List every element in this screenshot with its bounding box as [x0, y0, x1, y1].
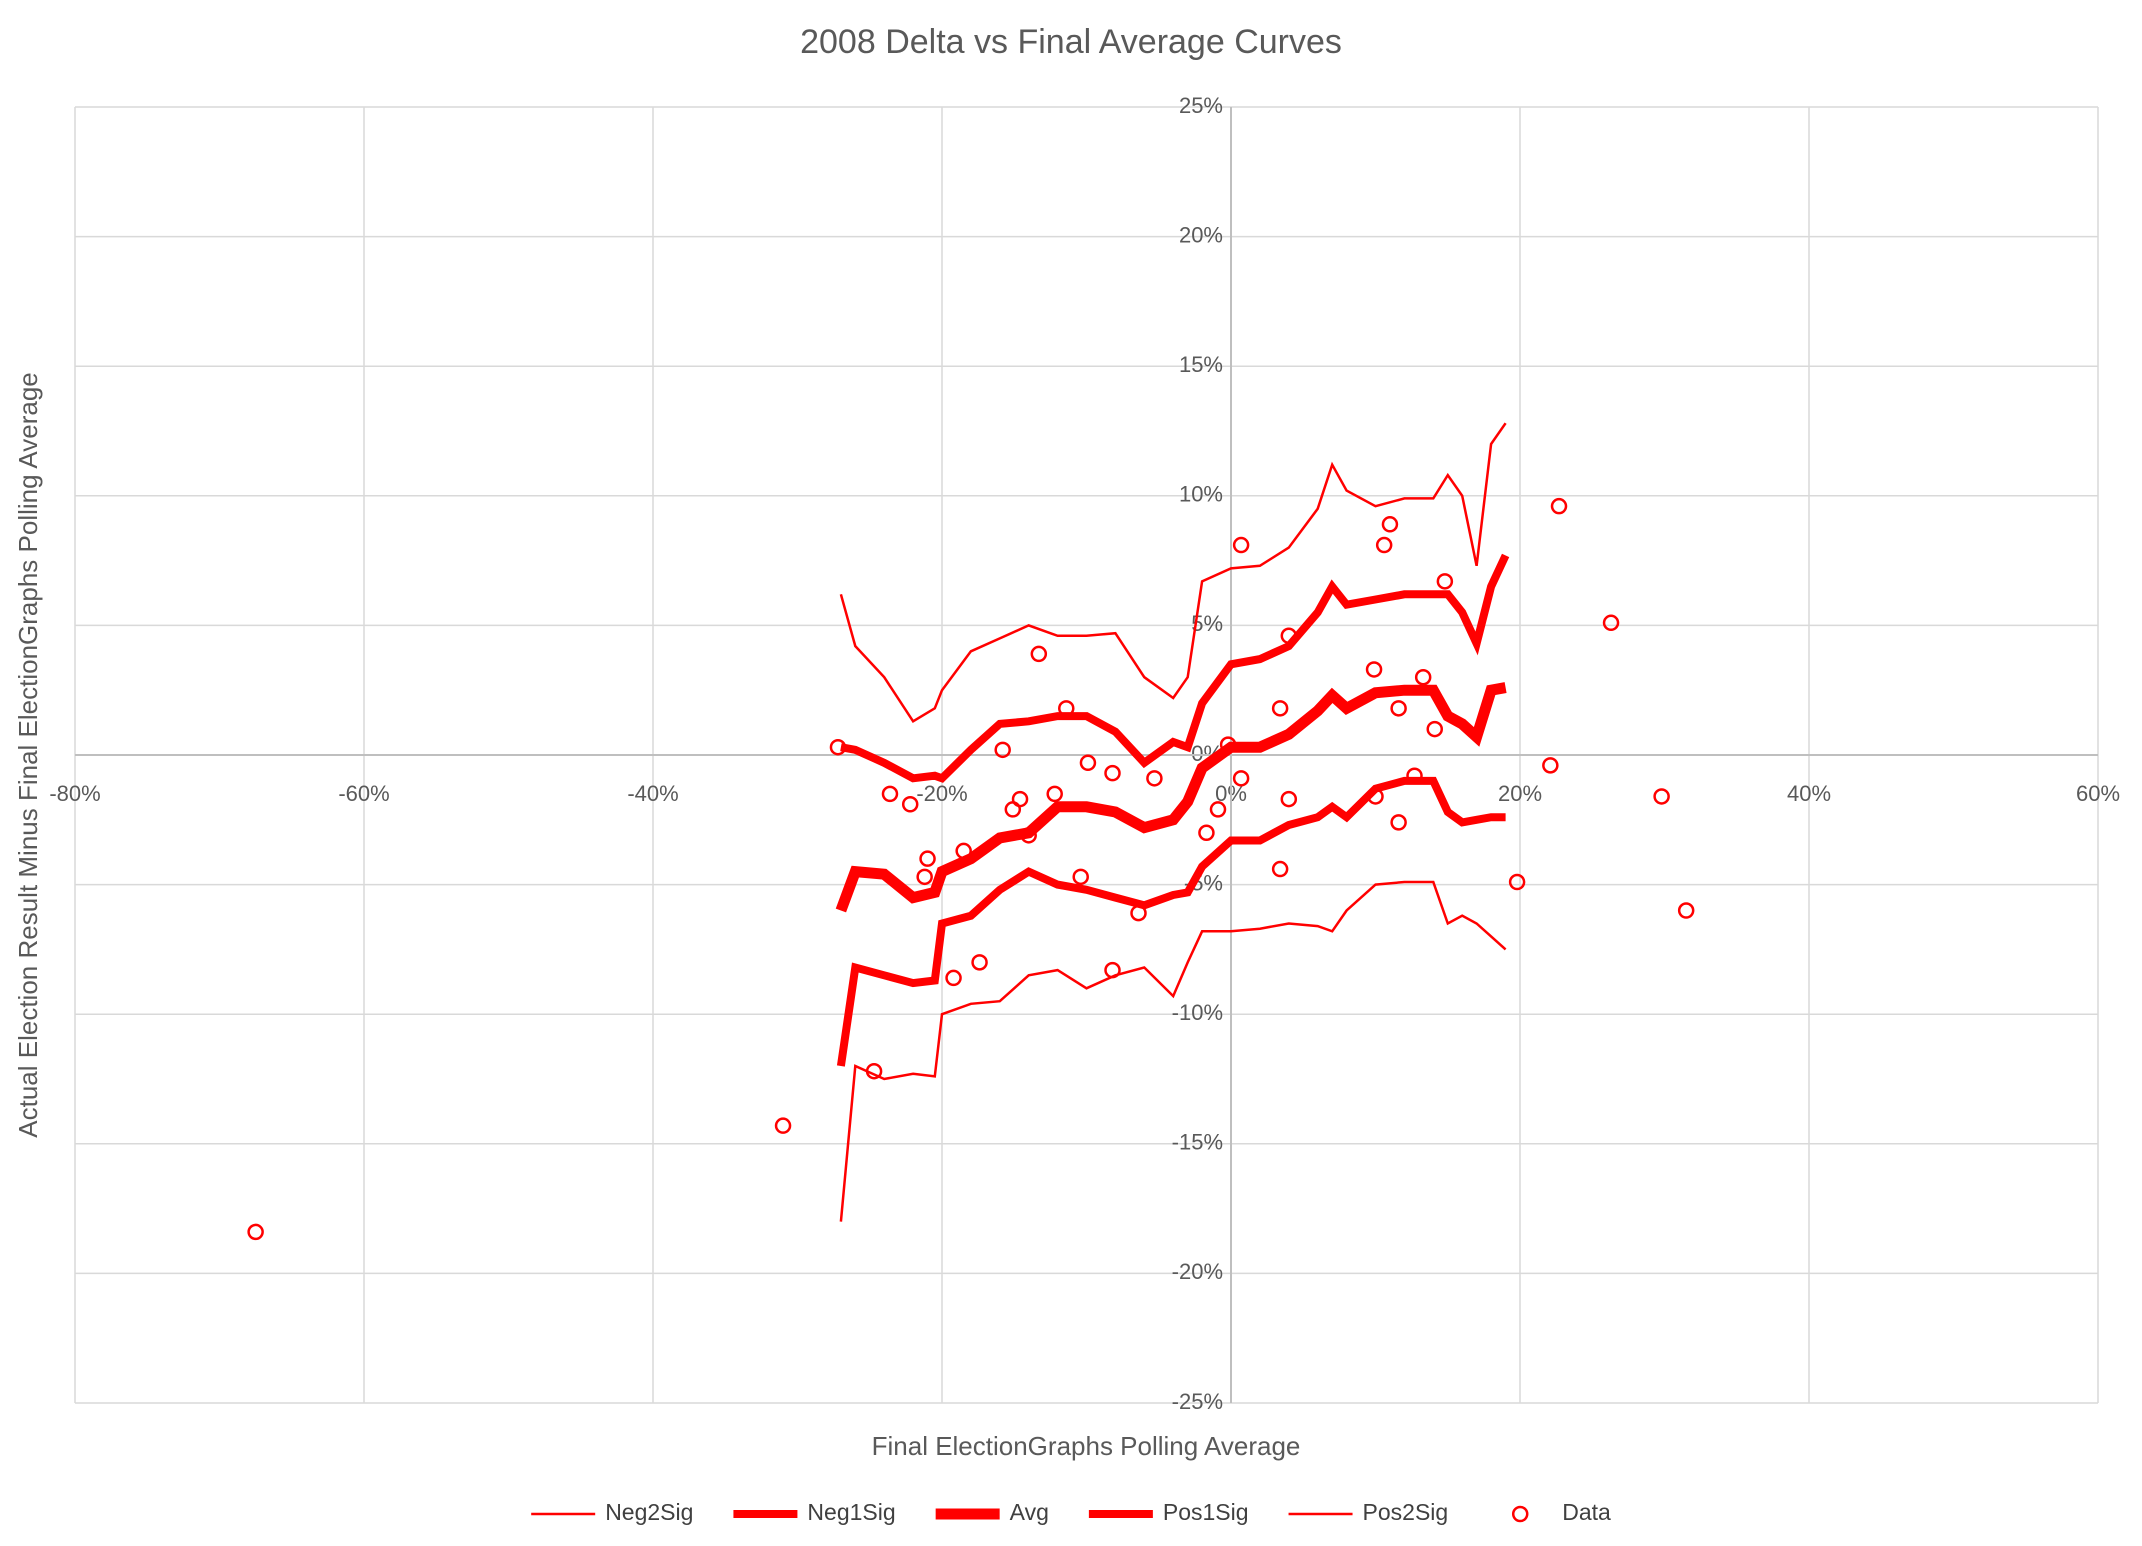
data-point [1209, 801, 1227, 818]
data-point [1232, 536, 1250, 554]
legend-label: Neg2Sig [605, 1499, 693, 1525]
data-point [247, 1223, 264, 1241]
data-point [994, 741, 1011, 759]
data-point [1072, 868, 1089, 886]
series-line [840, 553, 1510, 783]
series-line [836, 776, 1506, 1067]
x-tick-label: 60% [2076, 781, 2120, 806]
data-point [1406, 767, 1423, 784]
y-tick-label: 25% [1179, 93, 1223, 118]
data-point [901, 795, 919, 813]
legend-item: Data [1511, 1499, 1611, 1525]
data-point [1677, 902, 1695, 919]
data-point [1365, 661, 1383, 678]
data-point [1426, 720, 1443, 738]
data-point [1219, 736, 1237, 753]
x-tick-label: -60% [338, 781, 389, 806]
data-point [1390, 700, 1407, 717]
y-tick-label: -20% [1172, 1259, 1223, 1284]
data-point [1232, 770, 1250, 787]
y-tick-label: 15% [1179, 352, 1223, 377]
x-tick-label: 40% [1787, 781, 1831, 806]
data-point [1020, 827, 1037, 844]
legend-item: Neg2Sig [531, 1499, 693, 1525]
data-point [865, 1062, 883, 1080]
data-point [955, 842, 972, 860]
legend-item: Pos2Sig [1288, 1499, 1449, 1525]
data-point [829, 738, 847, 756]
data-point [1367, 788, 1384, 805]
data-point [1104, 764, 1121, 782]
data-point [1079, 754, 1097, 772]
data-point [1653, 788, 1670, 805]
data-point [774, 1117, 792, 1134]
data-point [1271, 700, 1289, 717]
legend-label: Avg [1010, 1499, 1049, 1525]
series-line [839, 880, 1507, 1222]
data-point [1271, 860, 1289, 878]
legend-label: Neg1Sig [807, 1499, 895, 1525]
legend-swatch [1511, 1505, 1529, 1523]
data-point [1011, 790, 1029, 808]
data-point [1375, 536, 1393, 554]
series-line [839, 422, 1507, 723]
data-point [1542, 757, 1559, 774]
legend: Neg2Sig Neg1Sig Avg Pos1Sig Pos2Sig Data [531, 1499, 1611, 1525]
data-point [1390, 814, 1407, 831]
y-tick-label: -15% [1172, 1130, 1223, 1155]
data-point [1046, 785, 1063, 803]
y-axis-title: Actual Election Result Minus Final Elect… [13, 372, 43, 1137]
data-point [1508, 873, 1526, 891]
data-point [1198, 824, 1215, 842]
x-tick-label: -80% [49, 781, 100, 806]
legend-label: Pos2Sig [1363, 1499, 1449, 1525]
legend-item: Pos1Sig [1088, 1499, 1249, 1525]
data-point [1414, 668, 1432, 686]
legend-label: Data [1562, 1499, 1611, 1525]
data-point [1030, 645, 1048, 663]
x-axis-title: Final ElectionGraphs Polling Average [872, 1431, 1301, 1461]
data-point [1280, 790, 1298, 808]
data-point [916, 868, 933, 886]
data-point [881, 785, 899, 803]
data-point [1280, 627, 1298, 645]
x-tick-label: -40% [627, 781, 678, 806]
data-point [945, 969, 962, 987]
y-tick-label: -10% [1172, 1000, 1223, 1025]
data-point [1381, 516, 1399, 533]
data-point [1550, 497, 1568, 515]
data-point [919, 850, 936, 867]
data-point [1130, 904, 1147, 922]
legend-label: Pos1Sig [1163, 1499, 1249, 1525]
x-tick-label: 20% [1498, 781, 1542, 806]
data-point [971, 954, 988, 971]
data-point [1602, 614, 1620, 632]
chart-title: 2008 Delta vs Final Average Curves [800, 23, 1342, 61]
data-point [1058, 700, 1075, 717]
legend-item: Neg1Sig [733, 1499, 896, 1525]
legend-item: Avg [935, 1499, 1049, 1525]
y-tick-label: -25% [1172, 1389, 1223, 1414]
data-point [1146, 770, 1163, 787]
y-tick-label: 10% [1179, 482, 1223, 507]
x-tick-label: -20% [916, 781, 967, 806]
data-point [1436, 573, 1454, 590]
y-tick-label: 20% [1179, 222, 1223, 247]
data-point [1104, 961, 1121, 979]
series-line [835, 682, 1507, 913]
